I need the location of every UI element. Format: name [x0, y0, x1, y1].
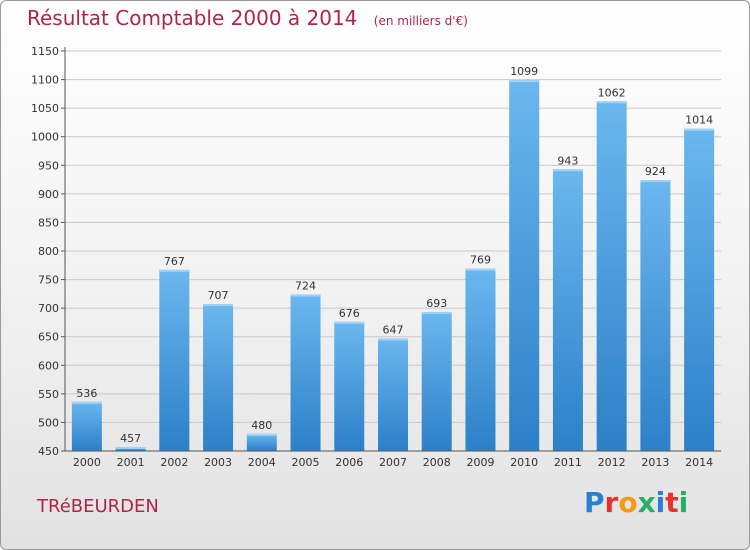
- bar-2002: [159, 269, 190, 451]
- y-tick-label: 1050: [31, 102, 59, 115]
- bar-top-highlight: [159, 269, 190, 272]
- bar-top-highlight: [290, 294, 321, 297]
- bar-2003: [203, 304, 234, 451]
- x-tick-label: 2006: [335, 456, 363, 469]
- y-tick-label: 600: [38, 359, 59, 372]
- logo-letter: o: [618, 486, 638, 519]
- x-tick-label: 2000: [73, 456, 101, 469]
- y-tick-label: 450: [38, 445, 59, 458]
- bar-2005: [290, 294, 321, 451]
- data-label-2014: 1014: [685, 114, 713, 127]
- y-tick-label: 750: [38, 274, 59, 287]
- data-label-2007: 647: [383, 323, 404, 336]
- bar-top-highlight: [640, 180, 671, 183]
- logo-letter: x: [637, 486, 656, 519]
- bar-2010: [509, 80, 540, 452]
- x-tick-label: 2007: [379, 456, 407, 469]
- data-label-2013: 924: [645, 165, 666, 178]
- x-tick-label: 2004: [248, 456, 276, 469]
- y-tick-label: 900: [38, 188, 59, 201]
- logo-letter: i: [655, 486, 666, 519]
- y-tick-label: 550: [38, 388, 59, 401]
- x-tick-label: 2010: [510, 456, 538, 469]
- data-label-2002: 767: [164, 255, 185, 268]
- bar-top-highlight: [552, 169, 583, 172]
- y-tick-label: 1100: [31, 74, 59, 87]
- x-tick-label: 2002: [160, 456, 188, 469]
- x-tick-label: 2012: [598, 456, 626, 469]
- x-tick-label: 2014: [685, 456, 713, 469]
- logo-letter: P: [584, 486, 605, 519]
- y-tick-label: 1000: [31, 131, 59, 144]
- bar-top-highlight: [465, 268, 496, 271]
- logo-letter: i: [678, 486, 689, 519]
- y-tick-label: 800: [38, 245, 59, 258]
- data-label-2005: 724: [295, 279, 316, 292]
- bar-top-highlight: [684, 128, 715, 131]
- y-tick-label: 500: [38, 416, 59, 429]
- y-tick-label: 700: [38, 302, 59, 315]
- bar-2009: [465, 268, 496, 451]
- x-tick-label: 2003: [204, 456, 232, 469]
- bar-top-highlight: [203, 304, 234, 307]
- data-label-2001: 457: [120, 432, 141, 445]
- data-label-2010: 1099: [510, 65, 538, 78]
- bar-2000: [71, 401, 102, 451]
- x-tick-label: 2005: [292, 456, 320, 469]
- bar-2011: [552, 169, 583, 452]
- x-tick-label: 2001: [117, 456, 145, 469]
- data-label-2008: 693: [426, 297, 447, 310]
- x-tick-label: 2009: [466, 456, 494, 469]
- commune-name: TRéBEURDEN: [37, 496, 159, 517]
- y-tick-label: 850: [38, 216, 59, 229]
- data-label-2009: 769: [470, 254, 491, 267]
- y-tick-label: 950: [38, 159, 59, 172]
- bar-2006: [334, 321, 365, 451]
- proxiti-logo: Proxiti: [584, 486, 688, 519]
- y-tick-label: 650: [38, 331, 59, 344]
- bar-top-highlight: [115, 447, 146, 449]
- bar-top-highlight: [421, 312, 452, 315]
- x-tick-label: 2011: [554, 456, 582, 469]
- bar-2008: [421, 312, 452, 451]
- x-tick-label: 2008: [423, 456, 451, 469]
- logo-letter: r: [604, 486, 619, 519]
- chart-title-text: Résultat Comptable 2000 à 2014: [27, 6, 358, 30]
- bar-2004: [246, 433, 277, 451]
- data-label-2000: 536: [76, 387, 97, 400]
- data-label-2012: 1062: [598, 86, 626, 99]
- bar-top-highlight: [378, 338, 408, 341]
- data-label-2004: 480: [251, 419, 272, 432]
- bar-2014: [684, 128, 715, 451]
- bar-top-highlight: [71, 401, 102, 404]
- chart-subtitle: (en milliers d'€): [373, 14, 468, 28]
- bar-2012: [596, 101, 627, 452]
- bar-2007: [378, 338, 408, 451]
- x-tick-label: 2013: [641, 456, 669, 469]
- bar-top-highlight: [509, 80, 540, 83]
- bar-top-highlight: [596, 101, 627, 104]
- bar-top-highlight: [334, 321, 365, 324]
- chart-title: Résultat Comptable 2000 à 2014 (en milli…: [27, 6, 468, 30]
- y-tick-label: 1150: [31, 45, 59, 58]
- bar-top-highlight: [246, 433, 277, 436]
- logo-letter: t: [665, 486, 679, 519]
- data-label-2011: 943: [557, 154, 578, 167]
- bar-2013: [640, 180, 671, 451]
- data-label-2003: 707: [208, 289, 229, 302]
- data-label-2006: 676: [339, 307, 360, 320]
